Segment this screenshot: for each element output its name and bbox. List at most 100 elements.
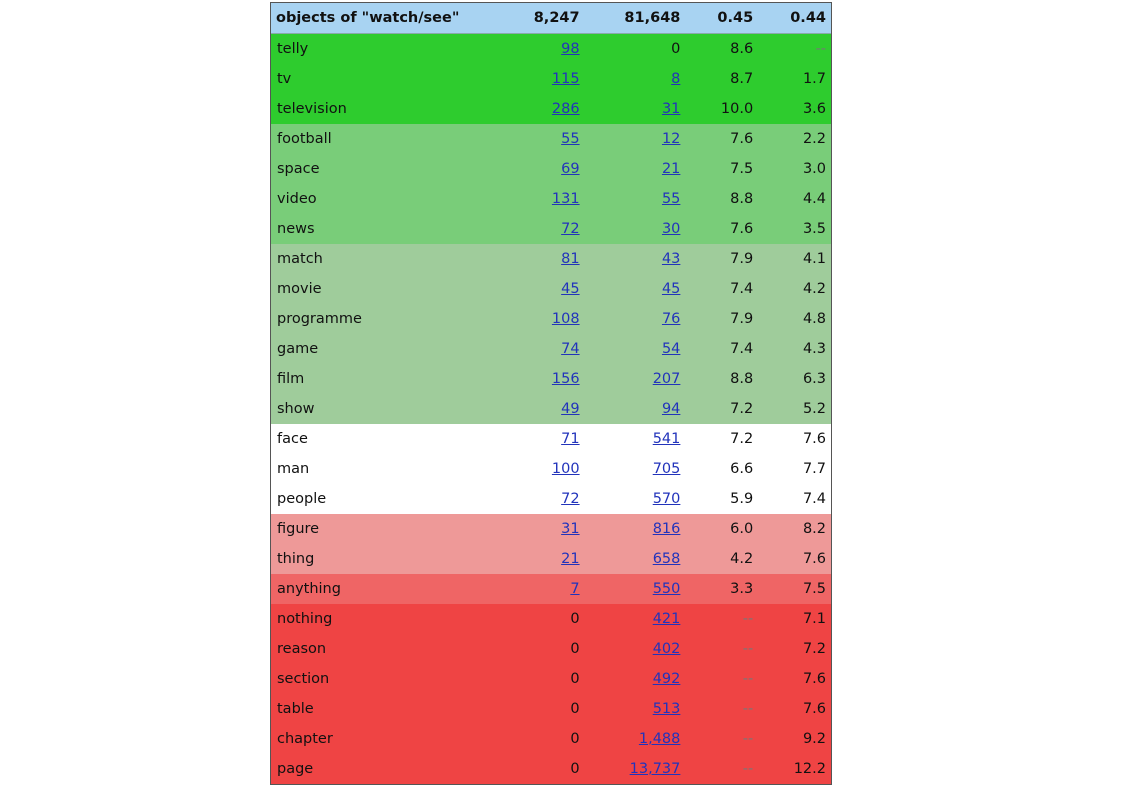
freq-see-link[interactable]: 76: [661, 311, 681, 327]
freq-see-link[interactable]: 816: [652, 521, 681, 537]
freq-watch-link[interactable]: 131: [551, 191, 580, 207]
freq-watch-link[interactable]: 286: [551, 101, 580, 117]
freq-see-link[interactable]: 94: [661, 401, 681, 417]
score-see-cell: 7.1: [802, 611, 826, 627]
score-see-cell: 7.6: [802, 701, 826, 717]
collocate-word: page: [277, 761, 314, 777]
freq-see-link[interactable]: 1,488: [638, 731, 681, 747]
freq-see-link[interactable]: 421: [652, 611, 681, 627]
table-row: chapter 0 1,488 -- 9.2: [271, 724, 831, 754]
table-row: page 0 13,737 -- 12.2: [271, 754, 831, 784]
score-see-cell: 3.0: [802, 161, 826, 177]
score-see-cell: 1.7: [802, 71, 826, 87]
freq-watch-link[interactable]: 21: [561, 551, 580, 567]
freq-watch-link[interactable]: 55: [561, 131, 580, 147]
freq-watch-link[interactable]: 115: [551, 71, 580, 87]
score-see-cell: 4.8: [802, 311, 826, 327]
freq-see-link[interactable]: 45: [661, 281, 681, 297]
table-row: football 55 12 7.6 2.2: [271, 124, 831, 154]
collocate-word: show: [277, 401, 315, 417]
freq-see-cell: 550: [585, 574, 686, 604]
collocate-word: nothing: [277, 611, 333, 627]
score-watch-cell: 6.0: [730, 521, 754, 537]
freq-watch-link[interactable]: 98: [561, 41, 580, 57]
collocate-word: section: [277, 671, 330, 687]
score-watch-cell: 10.0: [720, 101, 754, 117]
score-watch-cell: 7.4: [730, 341, 754, 357]
freq-see-link[interactable]: 54: [661, 341, 681, 357]
header-score-see: 0.44: [758, 3, 831, 34]
freq-see-link[interactable]: 658: [652, 551, 681, 567]
collocate-word: man: [277, 461, 310, 477]
freq-see-link[interactable]: 402: [652, 641, 681, 657]
freq-watch-link[interactable]: 81: [561, 251, 580, 267]
freq-watch-link[interactable]: 49: [561, 401, 580, 417]
freq-see-link[interactable]: 31: [661, 101, 681, 117]
freq-watch-link[interactable]: 72: [561, 221, 580, 237]
freq-see-link[interactable]: 541: [652, 431, 681, 447]
freq-watch-link[interactable]: 108: [551, 311, 580, 327]
freq-watch-cell: 7: [529, 574, 585, 604]
freq-see-link[interactable]: 550: [652, 581, 681, 597]
freq-watch-cell: 156: [529, 364, 585, 394]
freq-see-link[interactable]: 12: [661, 131, 681, 147]
freq-see-cell: 421: [585, 604, 686, 634]
score-see-cell: 9.2: [802, 731, 826, 747]
freq-watch-cell: 0: [570, 641, 580, 657]
collocate-word: television: [277, 101, 347, 117]
freq-watch-link[interactable]: 72: [561, 491, 580, 507]
freq-see-cell: 76: [585, 304, 686, 334]
freq-watch-cell: 21: [529, 544, 585, 574]
freq-watch-link[interactable]: 31: [561, 521, 580, 537]
freq-see-link[interactable]: 705: [652, 461, 681, 477]
freq-see-link[interactable]: 570: [652, 491, 681, 507]
table-row: telly 98 0 8.6 --: [271, 33, 831, 64]
freq-see-link[interactable]: 13,737: [629, 761, 681, 777]
freq-watch-link[interactable]: 100: [551, 461, 580, 477]
table-row: game 74 54 7.4 4.3: [271, 334, 831, 364]
freq-see-cell: 94: [585, 394, 686, 424]
score-see-cell: 4.1: [802, 251, 826, 267]
freq-see-link[interactable]: 492: [652, 671, 681, 687]
freq-watch-link[interactable]: 69: [561, 161, 580, 177]
freq-see-link[interactable]: 30: [661, 221, 681, 237]
score-see-cell: 4.2: [802, 281, 826, 297]
score-watch-cell: 4.2: [730, 551, 754, 567]
freq-watch-link[interactable]: 156: [551, 371, 580, 387]
freq-see-link[interactable]: 8: [671, 71, 681, 87]
table-row: table 0 513 -- 7.6: [271, 694, 831, 724]
freq-watch-link[interactable]: 71: [561, 431, 580, 447]
collocate-word: face: [277, 431, 308, 447]
table-row: news 72 30 7.6 3.5: [271, 214, 831, 244]
freq-see-cell: 12: [585, 124, 686, 154]
freq-see-link[interactable]: 55: [661, 191, 681, 207]
freq-see-link[interactable]: 43: [661, 251, 681, 267]
freq-see-cell: 513: [585, 694, 686, 724]
freq-watch-link[interactable]: 74: [561, 341, 580, 357]
score-watch-cell: --: [742, 731, 754, 747]
freq-watch-link[interactable]: 45: [561, 281, 580, 297]
freq-watch-cell: 131: [529, 184, 585, 214]
score-watch-cell: 7.6: [730, 131, 754, 147]
header-freq-watch: 8,247: [528, 3, 585, 34]
freq-watch-cell: 0: [570, 761, 580, 777]
score-watch-cell: 8.7: [730, 71, 754, 87]
freq-see-cell: 1,488: [585, 724, 686, 754]
score-see-cell: 7.6: [802, 551, 826, 567]
score-see-cell: 3.6: [802, 101, 826, 117]
freq-see-link[interactable]: 513: [652, 701, 681, 717]
score-see-cell: 5.2: [802, 401, 826, 417]
collocate-word: table: [277, 701, 314, 717]
freq-see-link[interactable]: 207: [652, 371, 681, 387]
score-watch-cell: --: [742, 761, 754, 777]
freq-see-cell: 43: [585, 244, 686, 274]
score-watch-cell: 7.2: [730, 401, 754, 417]
freq-watch-link[interactable]: 7: [570, 581, 580, 597]
table-row: space 69 21 7.5 3.0: [271, 154, 831, 184]
collocate-word: football: [277, 131, 332, 147]
freq-see-link[interactable]: 21: [661, 161, 681, 177]
collocate-word: programme: [277, 311, 362, 327]
freq-watch-cell: 72: [529, 484, 585, 514]
score-watch-cell: 8.8: [730, 191, 754, 207]
table-body: telly 98 0 8.6 -- tv 115 8 8.7 1.7 television 286 31…: [271, 33, 831, 784]
